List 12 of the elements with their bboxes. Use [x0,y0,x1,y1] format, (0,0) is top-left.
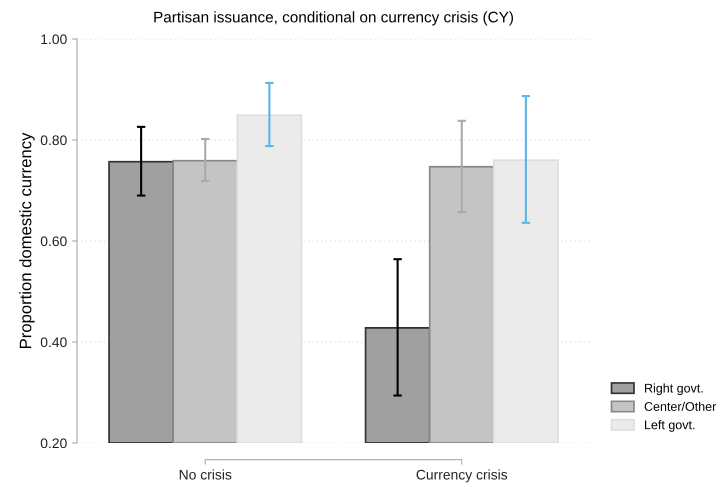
y-tick-label: 0.60 [40,236,67,246]
y-tick-label: 0.20 [40,438,67,448]
y-tick-label: 0.80 [40,135,67,146]
y-tick-label: 0.40 [40,337,67,348]
y-axis-title: Proportion domestic currency [19,132,35,348]
chart-title: Partisan issuance, conditional on currency crisis (CY) [154,11,513,26]
y-tick-label: 1.00 [41,34,67,44]
x-tick-label: No crisis [180,469,232,480]
legend-label: Center/Other [644,402,716,411]
legend-label: Right govt. [645,383,703,396]
x-tick-label: Currency crisis [416,469,508,482]
legend-label: Left govt. [645,420,694,432]
